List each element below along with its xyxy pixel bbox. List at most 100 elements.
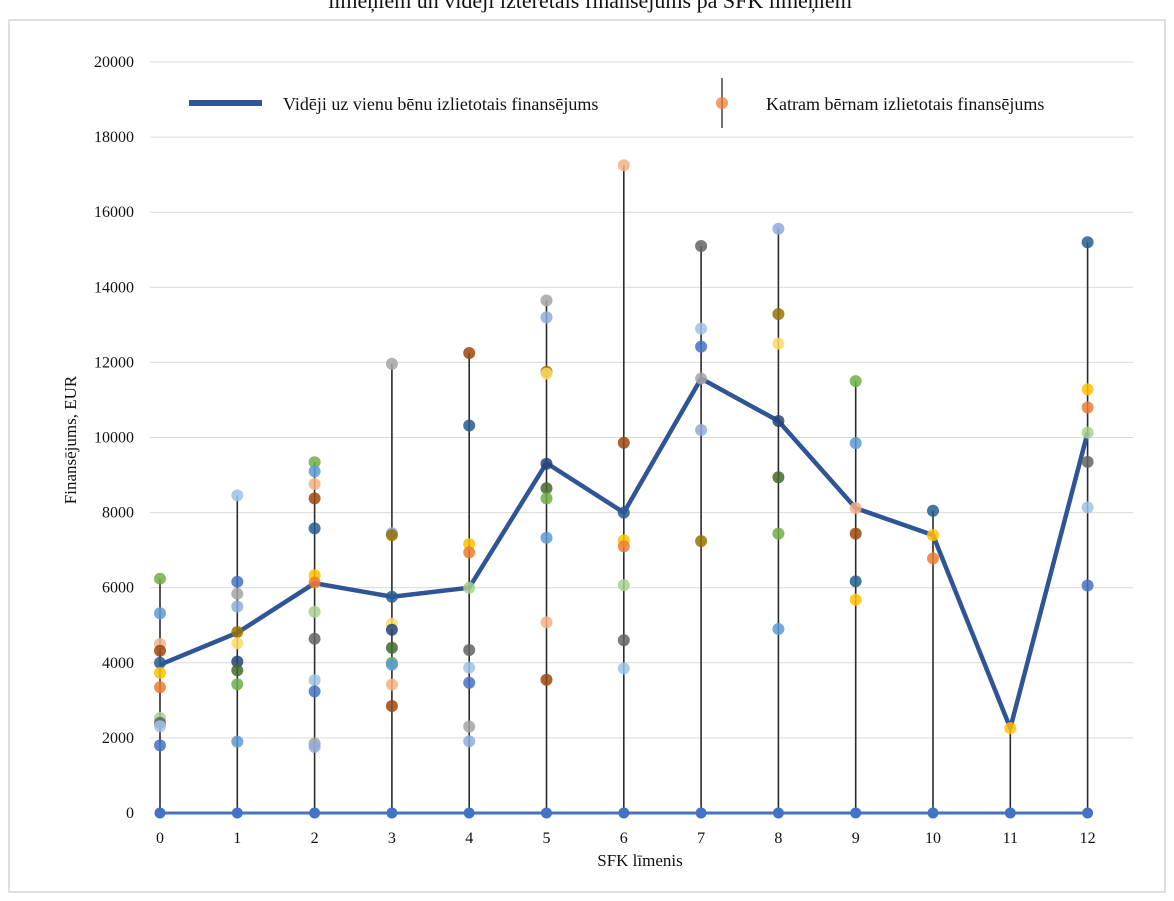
chart-title: līmeņiem un vidēji iztērētais finansējum…: [328, 0, 852, 13]
zero-point: [618, 807, 630, 819]
data-point: [154, 572, 166, 585]
data-point: [1081, 579, 1094, 592]
zero-point: [154, 807, 166, 819]
data-point: [385, 590, 398, 603]
zero-line-layer: [154, 807, 1094, 819]
data-point: [772, 222, 785, 235]
data-point: [463, 546, 476, 559]
data-point: [308, 478, 321, 491]
data-point: [385, 658, 398, 671]
x-tick-label: 7: [697, 830, 705, 847]
data-point: [1081, 401, 1094, 414]
data-point: [231, 664, 244, 677]
data-point: [540, 673, 553, 686]
x-axis-title: SFK līmenis: [597, 851, 683, 870]
x-tick-label: 1: [233, 830, 241, 847]
data-point: [1081, 501, 1094, 514]
data-point: [927, 504, 939, 517]
data-point: [308, 605, 321, 618]
legend-point-swatch: [716, 97, 728, 109]
x-tick-label: 3: [388, 830, 396, 847]
data-point: [772, 337, 785, 350]
data-point: [308, 522, 321, 535]
zero-point: [850, 807, 862, 819]
x-tick-label: 8: [774, 830, 782, 847]
data-point: [617, 634, 630, 647]
data-point: [154, 644, 166, 657]
x-tick-label: 10: [925, 830, 941, 847]
data-point: [231, 626, 244, 639]
y-tick-label: 4000: [102, 655, 134, 672]
data-point: [849, 375, 862, 388]
zero-point: [1082, 807, 1094, 819]
data-point: [308, 576, 321, 589]
data-point: [231, 600, 244, 613]
data-point: [695, 423, 708, 436]
data-point: [540, 311, 553, 324]
zero-point: [541, 807, 552, 819]
data-point: [540, 367, 553, 380]
zero-point: [309, 807, 321, 819]
y-tick-label: 8000: [102, 505, 134, 522]
data-point: [463, 644, 476, 657]
data-point: [231, 489, 244, 502]
y-tick-label: 20000: [94, 54, 134, 71]
data-point: [308, 456, 321, 469]
legend-label-average: Vidēji uz vienu bēnu izlietotais finansē…: [283, 94, 598, 114]
data-point: [849, 575, 862, 588]
data-point: [617, 506, 630, 519]
data-point: [308, 632, 321, 645]
data-point: [463, 735, 476, 748]
data-point: [231, 587, 244, 600]
data-point: [231, 575, 244, 588]
data-point: [154, 739, 166, 752]
data-point: [231, 655, 244, 668]
y-tick-label: 6000: [102, 580, 134, 597]
y-tick-label: 12000: [94, 354, 134, 371]
data-point: [385, 357, 398, 370]
data-point: [1081, 383, 1094, 396]
data-point: [154, 720, 166, 733]
data-point: [772, 471, 785, 484]
zero-point: [927, 807, 939, 819]
y-tick-label: 14000: [94, 279, 134, 296]
zero-point: [772, 807, 784, 819]
data-point: [1004, 722, 1017, 735]
x-tick-label: 11: [1003, 830, 1018, 847]
data-point: [540, 616, 553, 629]
data-point: [463, 661, 476, 674]
data-point: [695, 322, 708, 335]
data-point: [772, 527, 785, 540]
data-point: [1081, 426, 1094, 439]
data-point: [154, 607, 166, 620]
data-point: [308, 685, 321, 698]
data-point: [849, 593, 862, 606]
data-point: [308, 674, 321, 687]
data-point: [308, 740, 321, 753]
data-point: [540, 457, 553, 470]
zero-point: [1004, 807, 1016, 819]
data-point: [540, 492, 553, 505]
x-tick-label: 12: [1080, 830, 1096, 847]
data-point: [231, 637, 244, 650]
data-point: [617, 579, 630, 592]
x-tick-label: 5: [543, 830, 551, 847]
data-point: [772, 414, 785, 427]
y-tick-label: 2000: [102, 730, 134, 747]
data-point: [154, 681, 166, 694]
y-tick-label: 0: [126, 805, 134, 822]
data-point: [463, 676, 476, 689]
data-point: [540, 294, 553, 307]
data-point: [927, 552, 939, 565]
data-point: [463, 419, 476, 432]
data-point: [695, 535, 708, 548]
data-point: [695, 372, 708, 385]
data-point: [385, 699, 398, 712]
data-point: [617, 159, 630, 172]
zero-point: [463, 807, 475, 819]
y-tick-label: 16000: [94, 204, 134, 221]
x-tick-label: 0: [156, 830, 164, 847]
data-point: [308, 465, 321, 478]
